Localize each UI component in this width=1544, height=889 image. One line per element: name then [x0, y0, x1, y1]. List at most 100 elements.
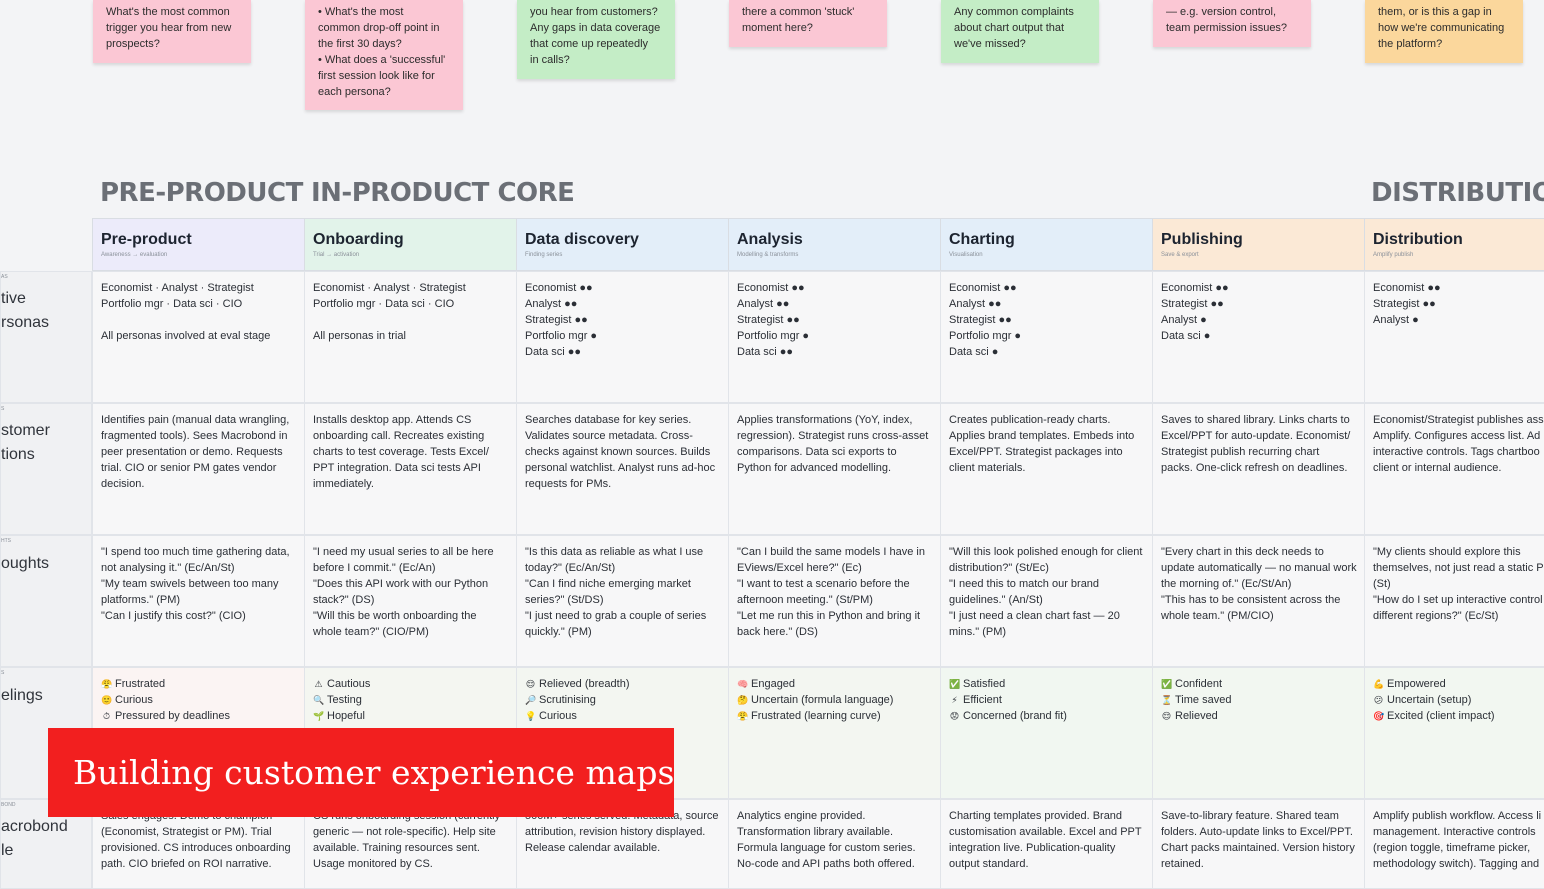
feeling-text: Relieved	[1175, 710, 1218, 722]
sticky-note[interactable]: • What's the most common drop-off point …	[305, 0, 463, 110]
actions-line: Economist/Strategist publishes ass	[1373, 414, 1544, 426]
actions-line: Excel/PPT for auto-update. Economist/	[1161, 430, 1351, 442]
feeling-emoji-icon: ✅	[949, 679, 961, 689]
thoughts-cell[interactable]: "Will this look polished enough for clie…	[940, 535, 1153, 667]
thoughts-cell[interactable]: "I spend too much time gathering data, no…	[92, 535, 305, 667]
thoughts-cell[interactable]: "My clients should explore this themselve…	[1364, 535, 1544, 667]
feeling-item: ⚠ Cautious	[313, 676, 508, 692]
personas-line	[101, 312, 296, 328]
feeling-text: Efficient	[963, 694, 1002, 706]
actions-line: immediately.	[313, 478, 374, 490]
personas-cell[interactable]: Economist · Analyst · Strategist Portfoli…	[92, 271, 305, 403]
thoughts-line: "Will this be worth onboarding the	[313, 610, 477, 622]
actions-line: client materials.	[949, 462, 1026, 474]
actions-cell[interactable]: Applies transformations (YoY, index, regr…	[728, 403, 941, 535]
personas-line: Data sci ●	[949, 346, 999, 358]
actions-line: onboarding call. Recreates existing	[313, 430, 485, 442]
feeling-emoji-icon: 💪	[1373, 679, 1385, 689]
personas-cell[interactable]: Economist ●● Strategist ●● Analyst ● Data s…	[1152, 271, 1365, 403]
macrobond-line: (Economist, Strategist or PM). Trial	[101, 826, 272, 838]
sticky-note[interactable]: What's the most common trigger you hear …	[93, 0, 251, 63]
column-title: Charting	[949, 231, 1015, 248]
actions-line: Applies brand templates. Embeds into	[949, 430, 1135, 442]
actions-cell[interactable]: Identifies pain (manual data wrangling, f…	[92, 403, 305, 535]
personas-line: Analyst ●●	[737, 298, 790, 310]
actions-line: Applies transformations (YoY, index,	[737, 414, 913, 426]
actions-line: Excel/PPT. Strategist packages into	[949, 446, 1123, 458]
feeling-emoji-icon: 🔎	[525, 695, 537, 705]
feeling-item: ⏱ Pressured by deadlines	[101, 708, 296, 724]
macrobond-cell[interactable]: Amplify publish workflow. Access li manag…	[1364, 799, 1544, 889]
row-label-caption: BOND	[1, 802, 16, 808]
personas-cell[interactable]: Economist ●● Strategist ●● Analyst ●	[1364, 271, 1544, 403]
macrobond-cell[interactable]: Charting templates provided. Brand custom…	[940, 799, 1153, 889]
sticky-note[interactable]: them, or is this a gap in how we're comm…	[1365, 0, 1523, 63]
actions-line: Identifies pain (manual data wrangling,	[101, 414, 290, 426]
actions-line: Searches database for key series.	[525, 414, 692, 426]
actions-line: interactive controls. Tags chartboo	[1373, 446, 1540, 458]
column-header-distribution[interactable]: Distribution Amplify publish	[1364, 218, 1544, 271]
thoughts-cell[interactable]: "Can I build the same models I have in EV…	[728, 535, 941, 667]
feeling-item: 🤔 Uncertain (formula language)	[737, 692, 932, 708]
actions-line: checks against known sources. Builds	[525, 446, 711, 458]
macrobond-cell[interactable]: Analytics engine provided. Transformation…	[728, 799, 941, 889]
section-title-in-product: IN-PRODUCT CORE	[311, 178, 575, 208]
row-label-title: tive rsonas	[1, 290, 50, 331]
column-header-data-discovery[interactable]: Data discovery Finding series	[516, 218, 729, 271]
column-header-analysis[interactable]: Analysis Modelling & transforms	[728, 218, 941, 271]
sticky-note[interactable]: you hear from customers? Any gaps in dat…	[517, 0, 675, 79]
personas-cell[interactable]: Economist ●● Analyst ●● Strategist ●● Portf…	[728, 271, 941, 403]
personas-cell[interactable]: Economist ●● Analyst ●● Strategist ●● Portf…	[516, 271, 729, 403]
personas-cell[interactable]: Economist · Analyst · Strategist Portfoli…	[304, 271, 517, 403]
feelings-cell[interactable]: 💪 Empowered 😕 Uncertain (setup) 🎯 Excited (cl…	[1364, 667, 1544, 799]
column-header-publishing[interactable]: Publishing Save & export	[1152, 218, 1365, 271]
feelings-cell[interactable]: ✅ Satisfied ⚡ Efficient 😟 Concerned (brand fi…	[940, 667, 1153, 799]
thoughts-cell[interactable]: "I need my usual series to all be here be…	[304, 535, 517, 667]
personas-cell[interactable]: Economist ●● Analyst ●● Strategist ●● Portf…	[940, 271, 1153, 403]
feelings-cell[interactable]: 🧠 Engaged 🤔 Uncertain (formula language) 😤 Fr…	[728, 667, 941, 799]
feeling-item: 🙂 Curious	[101, 692, 296, 708]
thoughts-line: update automatically — no manual work	[1161, 562, 1357, 574]
macrobond-line: Charting templates provided. Brand	[949, 810, 1123, 822]
thoughts-line: quickly." (PM)	[525, 626, 592, 638]
macrobond-line: attribution, revision history displayed.	[525, 826, 706, 838]
macrobond-line: path. CIO briefed on ROI narrative.	[101, 858, 272, 870]
column-subtitle: Amplify publish	[1373, 252, 1414, 258]
feeling-item: 😌 Relieved (breadth)	[525, 676, 720, 692]
sticky-note[interactable]: Any common complaints about chart output…	[941, 0, 1099, 63]
thoughts-cell[interactable]: "Every chart in this deck needs to update…	[1152, 535, 1365, 667]
feeling-emoji-icon: 🤔	[737, 695, 749, 705]
actions-line: Creates publication-ready charts.	[949, 414, 1111, 426]
feeling-item: ⚡ Efficient	[949, 692, 1144, 708]
feeling-item: 🔍 Testing	[313, 692, 508, 708]
personas-line: All personas in trial	[313, 330, 406, 342]
personas-line: Portfolio mgr ●	[737, 330, 810, 342]
personas-line: Economist ●●	[525, 282, 593, 294]
column-header-pre-product[interactable]: Pre-product Awareness → evaluation	[92, 218, 305, 271]
sticky-note[interactable]: there a common 'stuck' moment here?	[729, 0, 887, 47]
column-title: Analysis	[737, 231, 803, 248]
feelings-cell[interactable]: ✅ Confident ⏳ Time saved 😌 Relieved	[1152, 667, 1365, 799]
personas-line: Analyst ●●	[525, 298, 578, 310]
macrobond-cell[interactable]: Save-to-library feature. Shared team fold…	[1152, 799, 1365, 889]
thoughts-line: the morning of." (Ec/St/An)	[1161, 578, 1292, 590]
actions-line: client or internal audience.	[1373, 462, 1502, 474]
feeling-item: 💡 Curious	[525, 708, 720, 724]
thoughts-line: distribution?" (St/Ec)	[949, 562, 1049, 574]
actions-cell[interactable]: Economist/Strategist publishes ass Amplif…	[1364, 403, 1544, 535]
personas-line: Strategist ●●	[737, 314, 800, 326]
thoughts-cell[interactable]: "Is this data as reliable as what I use t…	[516, 535, 729, 667]
macrobond-line: Release calendar available.	[525, 842, 661, 854]
thoughts-line: back here." (DS)	[737, 626, 818, 638]
actions-cell[interactable]: Creates publication-ready charts. Applies…	[940, 403, 1153, 535]
actions-line: packs. One-click refresh on deadlines.	[1161, 462, 1348, 474]
column-header-onboarding[interactable]: Onboarding Trial → activation	[304, 218, 517, 271]
sticky-note[interactable]: — e.g. version control, team permission …	[1153, 0, 1311, 47]
feeling-text: Satisfied	[963, 678, 1006, 690]
actions-cell[interactable]: Installs desktop app. Attends CS onboardi…	[304, 403, 517, 535]
feeling-text: Testing	[327, 694, 362, 706]
column-header-charting[interactable]: Charting Visualisation	[940, 218, 1153, 271]
actions-cell[interactable]: Searches database for key series. Validat…	[516, 403, 729, 535]
thoughts-line: before I commit." (Ec/An)	[313, 562, 436, 574]
actions-cell[interactable]: Saves to shared library. Links charts to…	[1152, 403, 1365, 535]
